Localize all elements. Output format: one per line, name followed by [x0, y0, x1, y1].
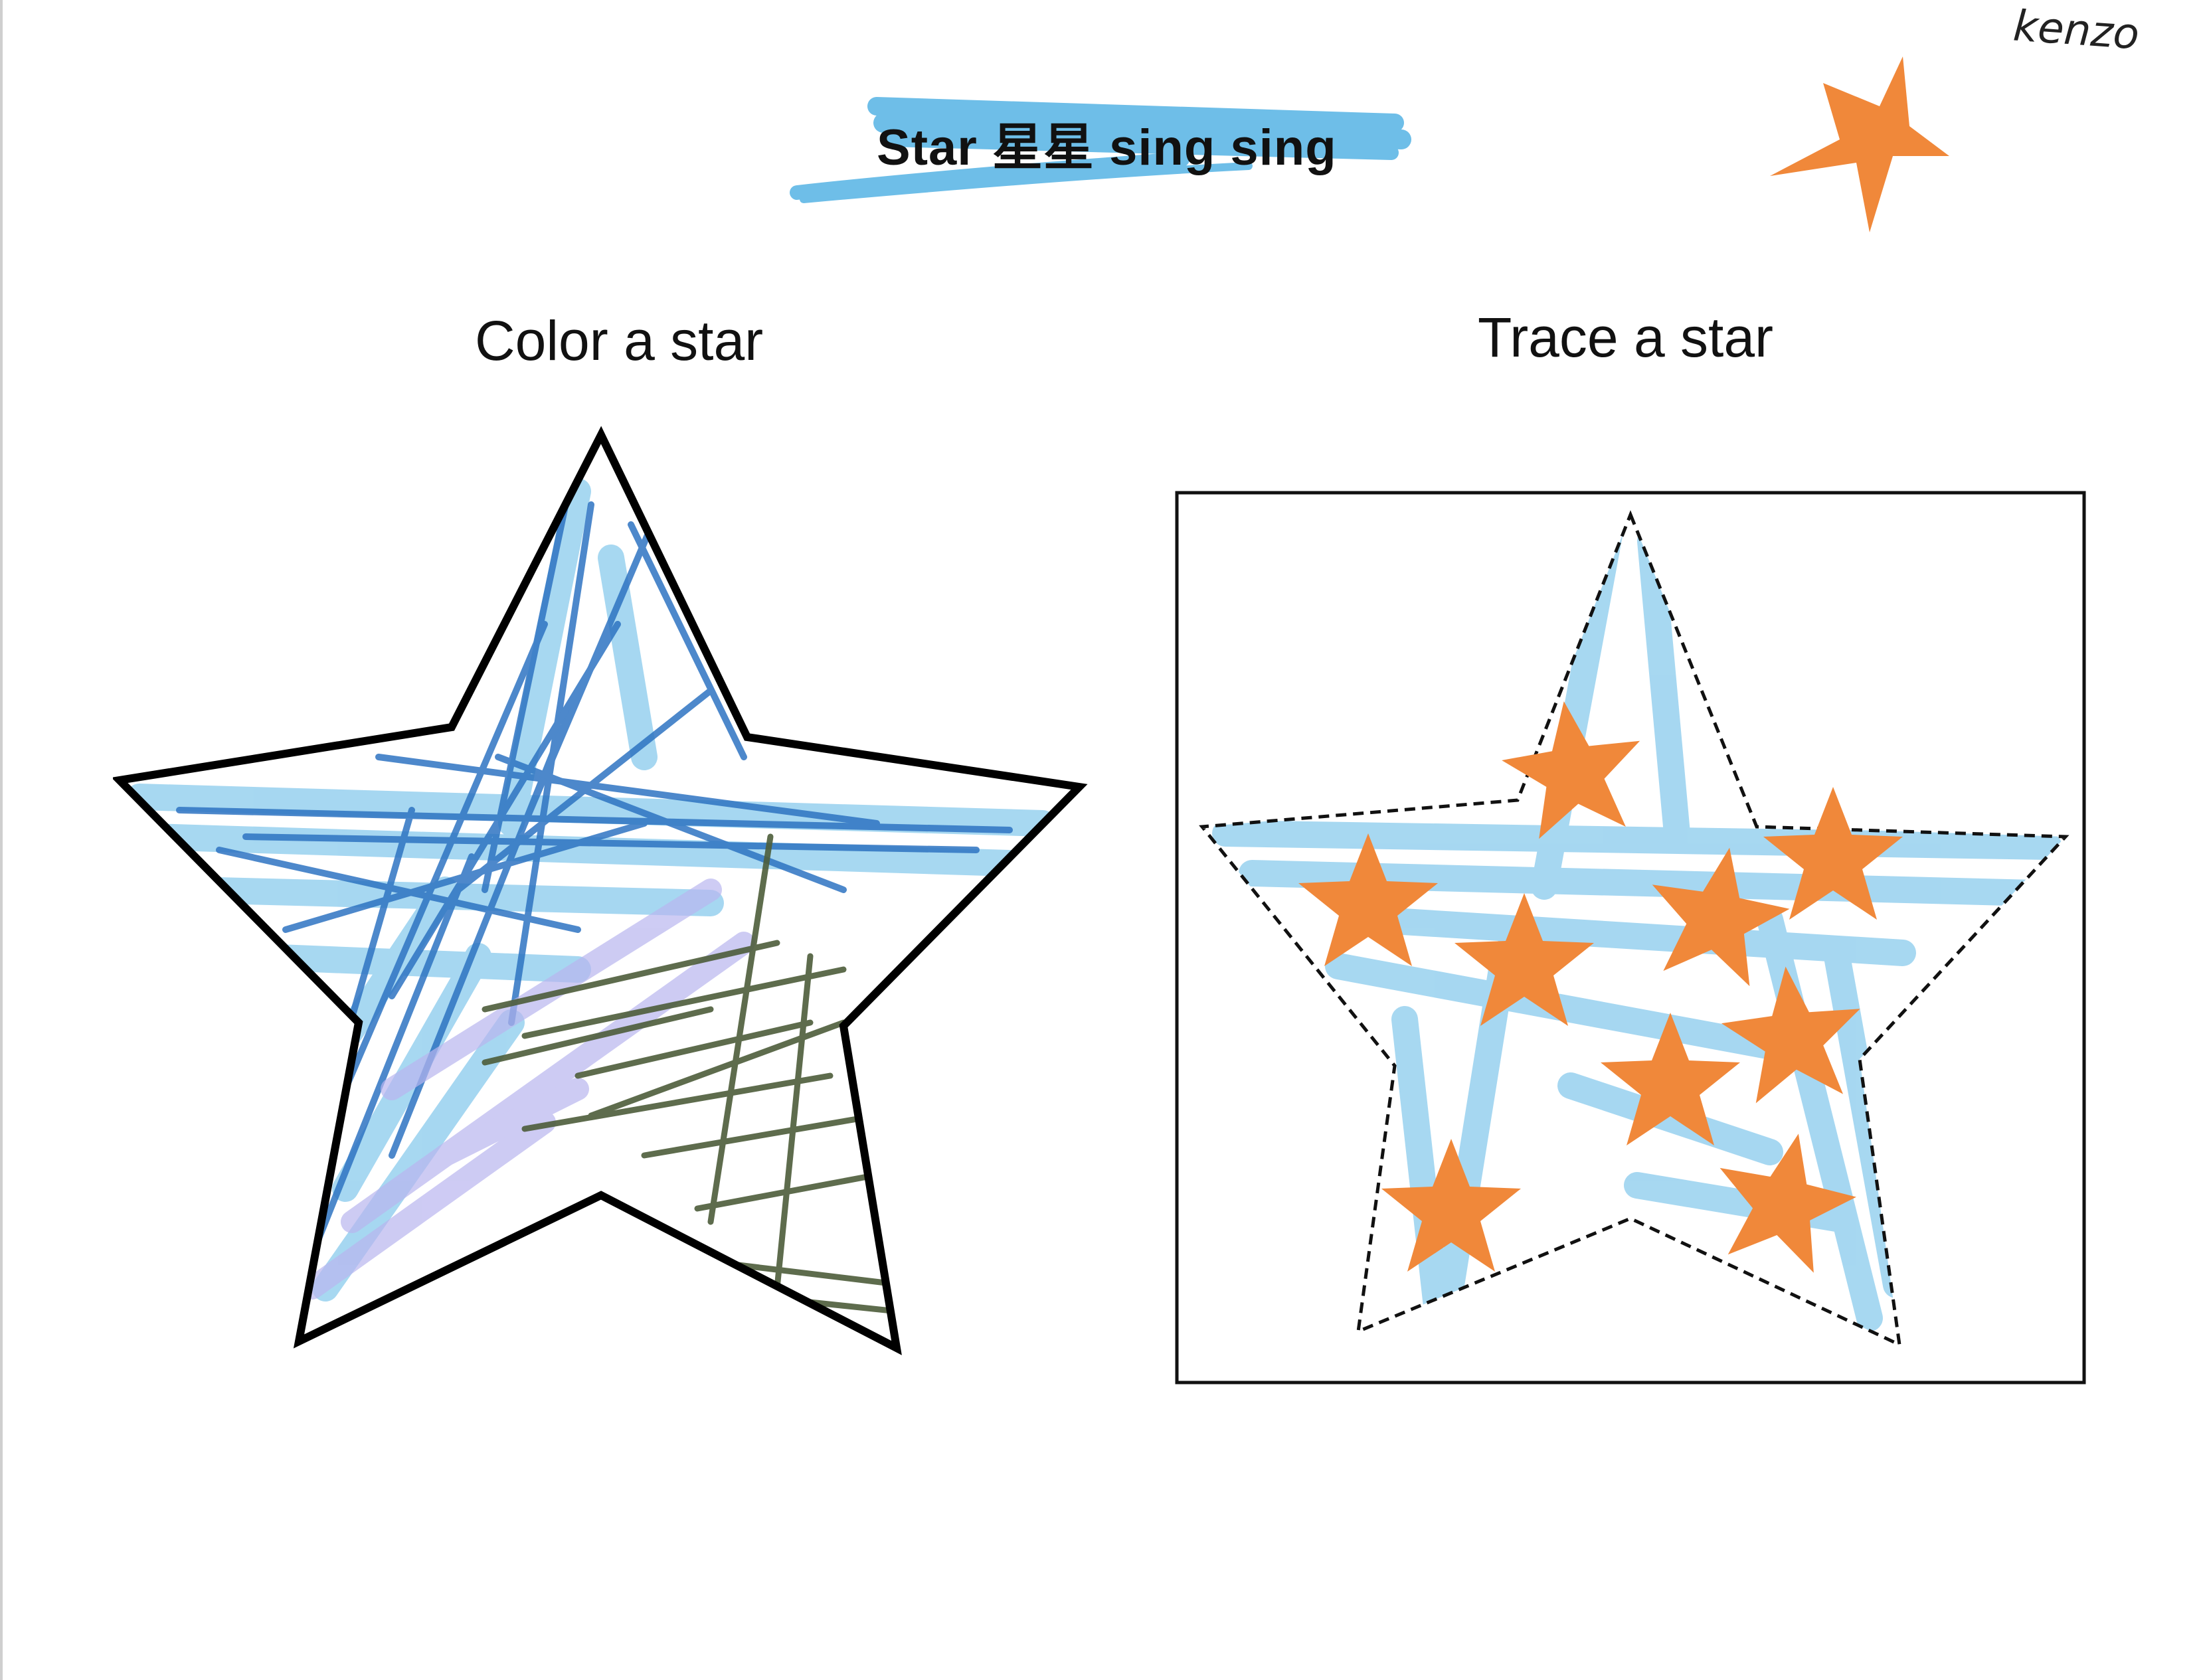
color-a-star-heading: Color a star	[475, 309, 764, 372]
student-signature: kenzo	[2011, 1, 2141, 60]
worksheet-title: Star 星星 sing sing	[877, 120, 1337, 176]
crayon-scribble-icon	[790, 97, 1411, 203]
title-banner: Star 星星 sing sing	[784, 93, 1415, 212]
trace-a-star-heading: Trace a star	[1478, 306, 1774, 369]
trace-star-box	[1175, 491, 2086, 1385]
crayon-colored-star-icon	[113, 426, 1088, 1355]
orange-star-sticker-icon	[1770, 56, 1949, 232]
